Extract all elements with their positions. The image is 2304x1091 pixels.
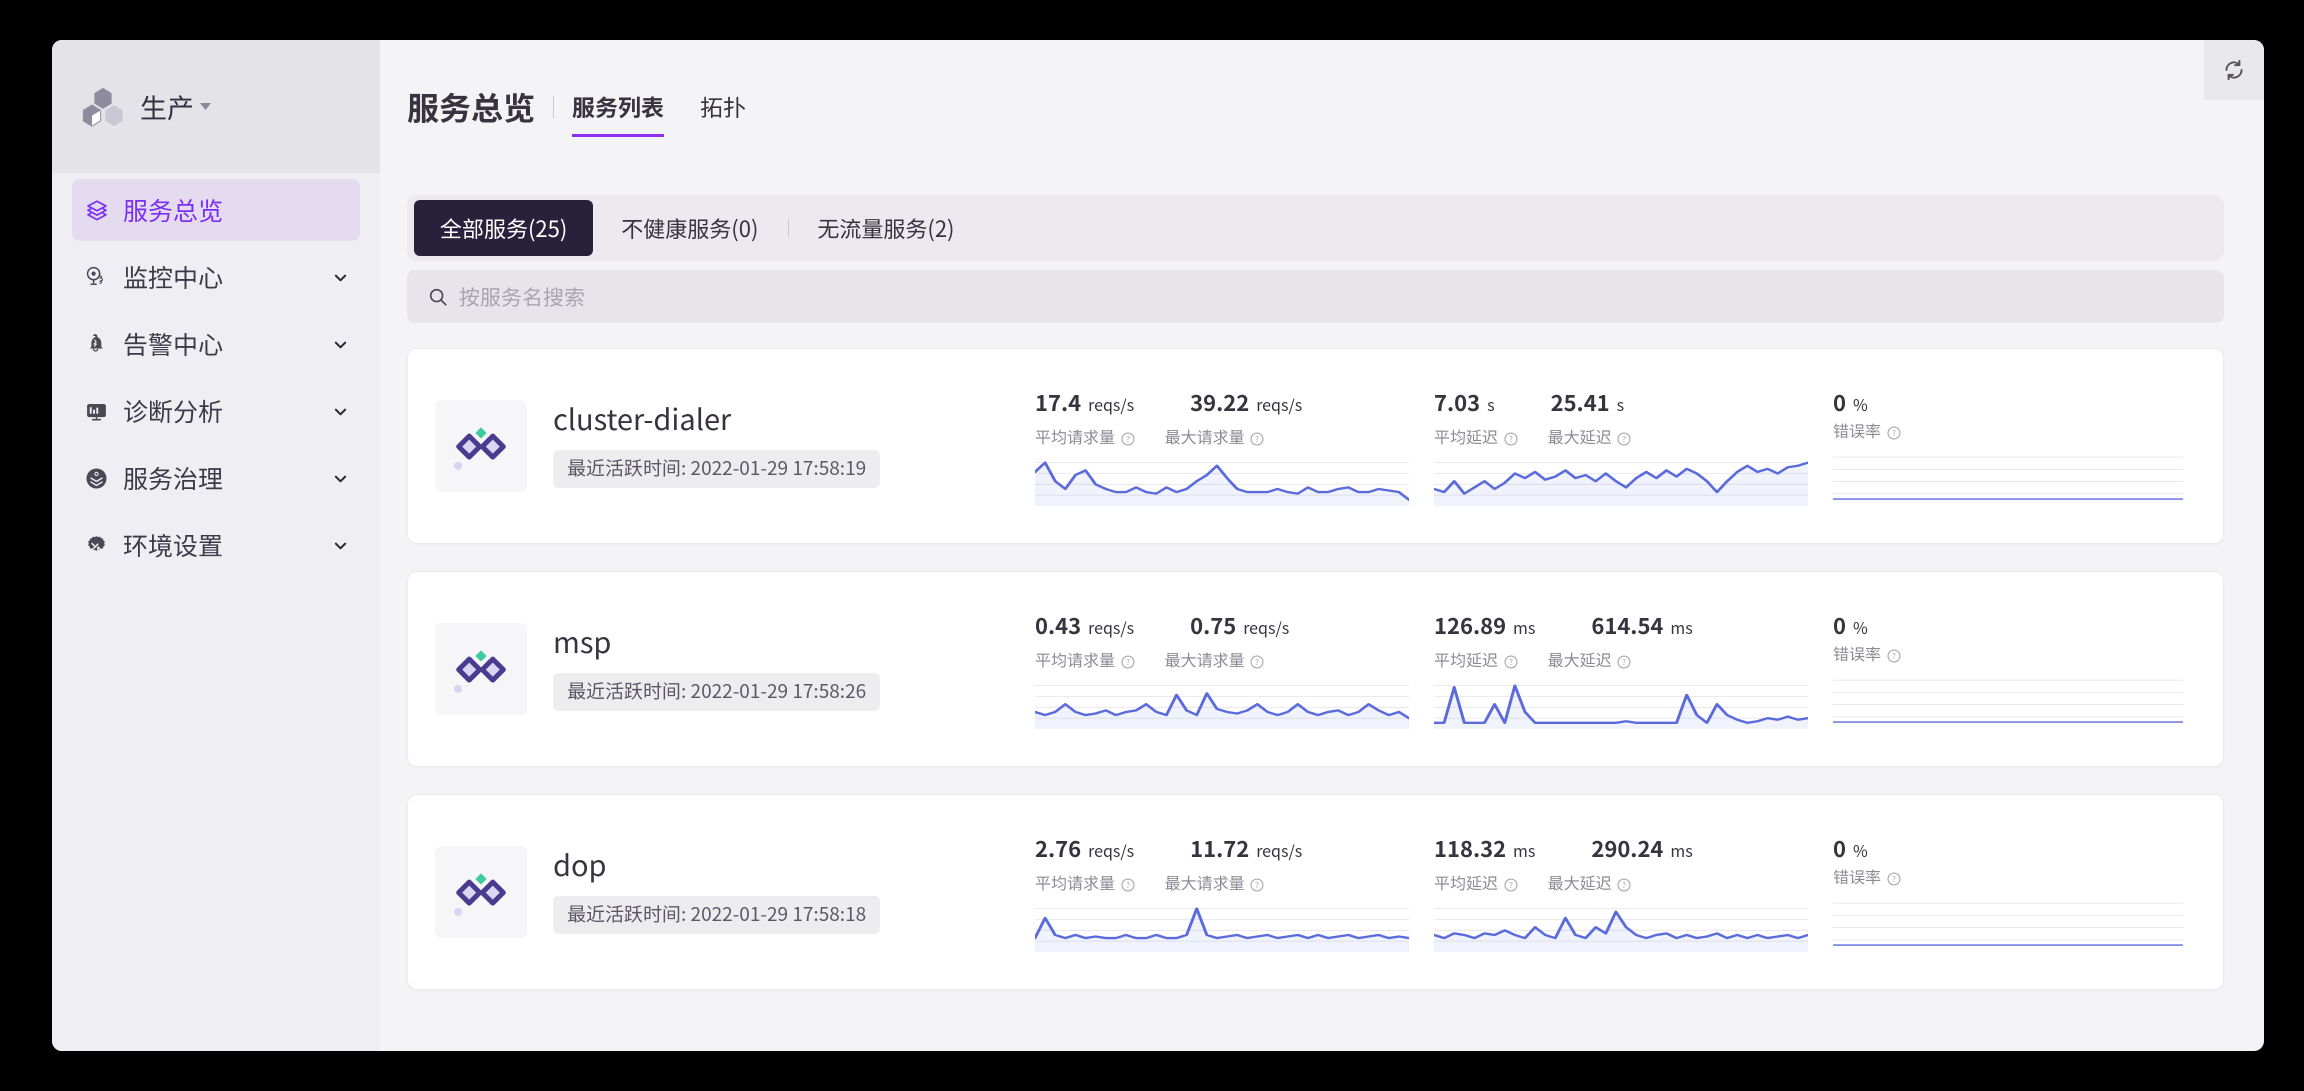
svg-text:?: ? xyxy=(1126,880,1130,891)
svg-text:?: ? xyxy=(1892,651,1896,662)
svg-text:?: ? xyxy=(1126,657,1130,668)
svg-text:?: ? xyxy=(1892,874,1896,885)
svg-text:?: ? xyxy=(1622,657,1626,668)
svg-text:?: ? xyxy=(1509,880,1513,891)
svg-text:?: ? xyxy=(1622,434,1626,445)
svg-text:?: ? xyxy=(1255,880,1259,891)
svg-text:?: ? xyxy=(1509,657,1513,668)
svg-text:?: ? xyxy=(1509,434,1513,445)
svg-text:?: ? xyxy=(1255,657,1259,668)
svg-text:?: ? xyxy=(1892,428,1896,439)
svg-text:?: ? xyxy=(1622,880,1626,891)
svg-text:?: ? xyxy=(1126,434,1130,445)
svg-text:?: ? xyxy=(1255,434,1259,445)
